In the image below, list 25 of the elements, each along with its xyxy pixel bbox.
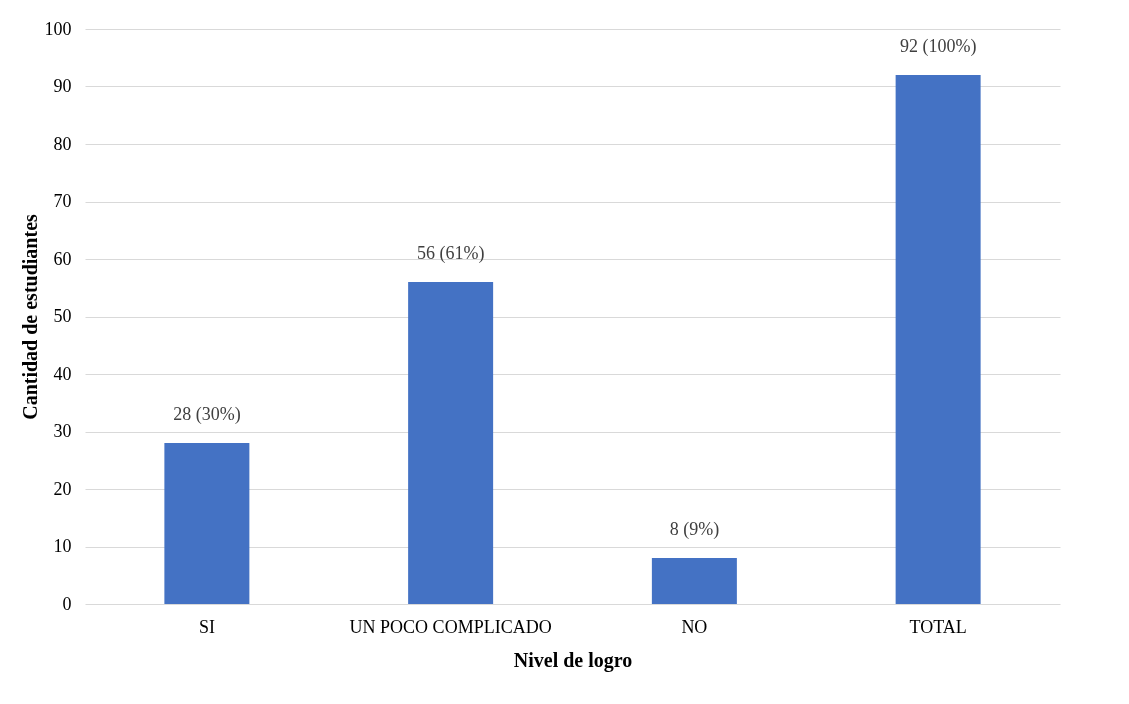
data-label: 92 (100%)	[899, 36, 977, 57]
y-tick-label: 10	[53, 536, 72, 556]
y-tick-label: 20	[53, 478, 72, 499]
data-label: 8 (9%)	[669, 519, 720, 540]
y-tick-label: 100	[44, 18, 72, 39]
bar	[895, 75, 981, 604]
x-tick-label: UN POCO COMPLICADO	[349, 616, 552, 637]
x-tick-label: NO	[681, 616, 708, 637]
bar	[651, 558, 737, 604]
y-tick-label: 0	[62, 593, 72, 614]
data-label: 56 (61%)	[416, 243, 485, 264]
y-tick-label: 30	[53, 421, 72, 441]
x-axis-title: Nivel de logro	[513, 648, 633, 672]
bar	[408, 282, 494, 604]
y-tick-label: 60	[53, 248, 72, 269]
data-label: 28 (30%)	[173, 404, 241, 425]
y-tick-label: 70	[53, 191, 72, 211]
bar	[164, 443, 250, 604]
y-tick-label: 40	[53, 363, 72, 384]
y-axis-title: Cantidad de estudiantes	[18, 213, 41, 420]
y-tick-label: 80	[53, 133, 72, 154]
y-tick-label: 50	[53, 306, 72, 326]
x-tick-label: TOTAL	[909, 616, 967, 637]
x-tick-label: SI	[198, 616, 215, 637]
y-tick-label: 90	[53, 76, 72, 96]
